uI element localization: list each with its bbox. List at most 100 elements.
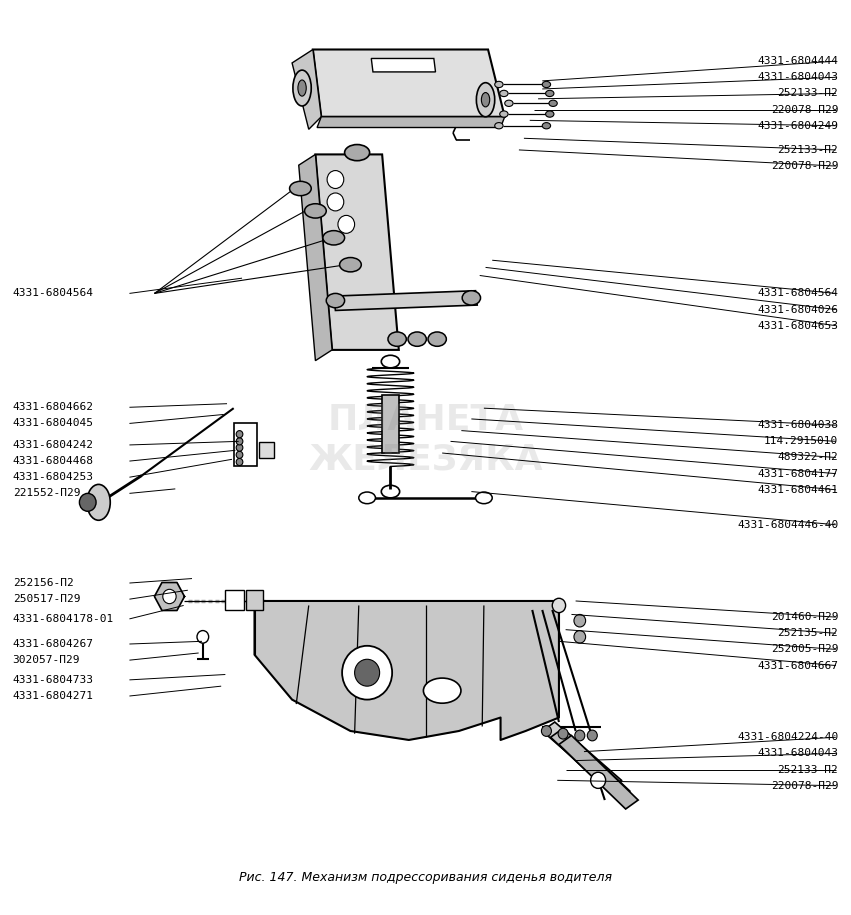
Text: 4331-6804253: 4331-6804253 xyxy=(13,472,94,482)
Text: 114.2915010: 114.2915010 xyxy=(764,436,838,447)
Text: 4331-6804461: 4331-6804461 xyxy=(757,485,838,495)
Text: 252133-П2: 252133-П2 xyxy=(778,89,838,99)
Ellipse shape xyxy=(305,204,326,218)
Ellipse shape xyxy=(549,100,557,106)
Text: 4331-6804043: 4331-6804043 xyxy=(757,72,838,82)
Ellipse shape xyxy=(381,485,400,498)
Ellipse shape xyxy=(388,332,406,346)
Circle shape xyxy=(79,493,96,511)
Text: 252135-П2: 252135-П2 xyxy=(778,629,838,639)
Ellipse shape xyxy=(298,80,306,96)
Polygon shape xyxy=(317,117,505,127)
Text: 4331-6804667: 4331-6804667 xyxy=(757,661,838,671)
Text: 4331-6804564: 4331-6804564 xyxy=(757,288,838,298)
Ellipse shape xyxy=(424,678,461,704)
Ellipse shape xyxy=(340,257,362,272)
Ellipse shape xyxy=(476,492,492,503)
Polygon shape xyxy=(542,722,621,790)
Ellipse shape xyxy=(477,82,494,117)
Circle shape xyxy=(237,431,243,437)
Text: 4331-6804045: 4331-6804045 xyxy=(13,418,94,428)
Circle shape xyxy=(541,726,551,737)
Circle shape xyxy=(327,170,344,188)
Circle shape xyxy=(342,646,392,700)
Polygon shape xyxy=(254,601,559,740)
Circle shape xyxy=(574,730,585,741)
Ellipse shape xyxy=(494,123,503,129)
Text: 4331-6804468: 4331-6804468 xyxy=(13,456,94,466)
FancyBboxPatch shape xyxy=(259,442,274,458)
Circle shape xyxy=(338,215,355,233)
Text: 4331-6804177: 4331-6804177 xyxy=(757,468,838,479)
Ellipse shape xyxy=(428,332,447,346)
Text: 4331-6804444: 4331-6804444 xyxy=(757,56,838,66)
Ellipse shape xyxy=(482,92,489,107)
Circle shape xyxy=(327,193,344,210)
Text: 201460-П29: 201460-П29 xyxy=(771,612,838,622)
Text: 4331-6804267: 4331-6804267 xyxy=(13,639,94,649)
Text: ПЛАНЕТА
ЖЕЛЕЗЯКА: ПЛАНЕТА ЖЕЛЕЗЯКА xyxy=(308,403,543,477)
Circle shape xyxy=(163,589,176,604)
FancyBboxPatch shape xyxy=(234,424,257,467)
Circle shape xyxy=(355,659,380,686)
Text: 252005-П29: 252005-П29 xyxy=(771,644,838,654)
Ellipse shape xyxy=(500,111,508,117)
Circle shape xyxy=(237,437,243,445)
Text: 221552-П29: 221552-П29 xyxy=(13,489,80,499)
Ellipse shape xyxy=(345,145,369,161)
FancyBboxPatch shape xyxy=(246,590,263,610)
Polygon shape xyxy=(334,291,477,310)
Polygon shape xyxy=(371,59,436,72)
Ellipse shape xyxy=(293,70,311,106)
Text: 252133-П2: 252133-П2 xyxy=(778,145,838,155)
Circle shape xyxy=(237,458,243,466)
Polygon shape xyxy=(155,583,185,610)
Text: 4331-6804242: 4331-6804242 xyxy=(13,440,94,450)
Ellipse shape xyxy=(326,294,345,307)
Circle shape xyxy=(197,630,208,643)
Ellipse shape xyxy=(505,100,513,106)
Ellipse shape xyxy=(542,81,551,88)
Ellipse shape xyxy=(462,291,481,305)
Text: 252133-П2: 252133-П2 xyxy=(778,765,838,775)
Text: 4331-6804564: 4331-6804564 xyxy=(13,288,94,298)
Text: 4331-6804224-40: 4331-6804224-40 xyxy=(737,732,838,742)
FancyBboxPatch shape xyxy=(226,590,243,610)
Text: 250517-П29: 250517-П29 xyxy=(13,594,80,604)
Circle shape xyxy=(237,444,243,451)
Polygon shape xyxy=(313,49,505,117)
Polygon shape xyxy=(299,155,332,361)
Ellipse shape xyxy=(494,81,503,88)
Circle shape xyxy=(237,451,243,458)
Ellipse shape xyxy=(289,181,311,196)
Text: 4331-6804249: 4331-6804249 xyxy=(757,121,838,131)
Circle shape xyxy=(558,728,568,739)
Text: 4331-6804043: 4331-6804043 xyxy=(757,748,838,759)
Ellipse shape xyxy=(408,332,426,346)
Text: 4331-6804026: 4331-6804026 xyxy=(757,305,838,315)
Ellipse shape xyxy=(545,111,554,117)
Text: 4331-6804271: 4331-6804271 xyxy=(13,691,94,701)
Polygon shape xyxy=(559,736,638,809)
Polygon shape xyxy=(551,728,630,800)
FancyBboxPatch shape xyxy=(382,394,399,453)
Polygon shape xyxy=(316,155,399,350)
Text: 220078-П29: 220078-П29 xyxy=(771,161,838,171)
Ellipse shape xyxy=(87,484,111,521)
Text: 220078-П29: 220078-П29 xyxy=(771,104,838,114)
Ellipse shape xyxy=(545,91,554,97)
Text: 220078-П29: 220078-П29 xyxy=(771,780,838,791)
Circle shape xyxy=(587,730,597,741)
Text: 489322-П2: 489322-П2 xyxy=(778,453,838,462)
Text: 4331-6804733: 4331-6804733 xyxy=(13,675,94,685)
Ellipse shape xyxy=(323,231,345,245)
Circle shape xyxy=(574,615,585,627)
Text: 4331-6804038: 4331-6804038 xyxy=(757,420,838,430)
Text: 302057-П29: 302057-П29 xyxy=(13,655,80,665)
Circle shape xyxy=(591,772,606,789)
Text: 4331-6804662: 4331-6804662 xyxy=(13,403,94,413)
Text: Рис. 147. Механизм подрессоривания сиденья водителя: Рис. 147. Механизм подрессоривания сиден… xyxy=(239,871,612,884)
Circle shape xyxy=(552,598,566,613)
Ellipse shape xyxy=(500,91,508,97)
Text: 4331-6804653: 4331-6804653 xyxy=(757,320,838,330)
